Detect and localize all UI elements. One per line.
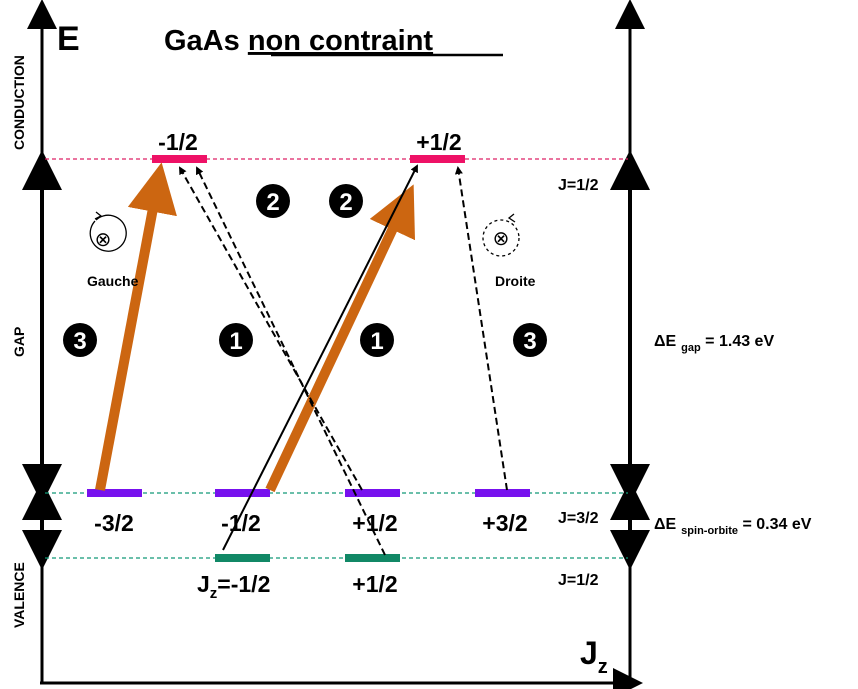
svg-text:3: 3 (523, 328, 536, 355)
polarization-left-label: Gauche (87, 273, 139, 289)
svg-text:⊗: ⊗ (95, 229, 112, 251)
hh-level-label-plus-3-2: +3/2 (482, 510, 527, 536)
transition-orange-right (265, 184, 415, 493)
transition-dashed-3 (454, 166, 508, 491)
lh-level-label-plus-1-2: +1/2 (352, 510, 397, 536)
level-so-plus-1-2 (345, 554, 400, 562)
diagram-title: GaAs non contraint (164, 25, 433, 57)
level-val-plus-3-2 (475, 489, 530, 497)
badge-3-right: 3 (513, 323, 547, 357)
polarization-right-icon: ⊗ (482, 213, 520, 257)
energy-axis-label: E (57, 20, 80, 58)
lh-level-label-minus-1-2: -1/2 (221, 510, 261, 536)
region-conduction-label: CONDUCTION (11, 55, 27, 150)
badge-3-left: 3 (63, 323, 97, 357)
cond-level-label-plus: +1/2 (416, 129, 461, 155)
level-val-minus-3-2 (87, 489, 142, 497)
badge-2-right: 2 (329, 184, 363, 218)
svg-text:1: 1 (370, 328, 383, 355)
transition-orange-left (95, 162, 177, 491)
so-level-label-plus: +1/2 (352, 571, 397, 597)
badge-1-left: 1 (219, 323, 253, 357)
svg-text:2: 2 (266, 189, 279, 216)
level-val-plus-1-2 (345, 489, 400, 497)
level-cond-minus-half (152, 155, 207, 163)
jz-axis-label: Jz (580, 635, 608, 678)
gap-energy-label: ΔE gap = 1.43 eV (654, 333, 774, 354)
j-label-valence-bottom: J=1/2 (558, 572, 599, 589)
so-level-label-minus: Jz=-1/2 (197, 571, 270, 602)
svg-text:3: 3 (73, 328, 86, 355)
region-valence-label: VALENCE (11, 562, 27, 628)
transition-solid-thin (222, 164, 418, 551)
region-gap-label: GAP (11, 327, 27, 357)
j-label-valence-top: J=3/2 (558, 510, 599, 527)
cond-level-label-minus: -1/2 (158, 129, 198, 155)
level-cond-plus-half (410, 155, 465, 163)
hh-level-label-minus-3-2: -3/2 (94, 510, 134, 536)
svg-text:⊗: ⊗ (493, 228, 510, 250)
so-energy-label: ΔE spin-orbite = 0.34 eV (654, 516, 812, 537)
transition-dashed-1 (196, 166, 386, 556)
badge-1-right: 1 (360, 323, 394, 357)
transition-dashed-2 (179, 166, 363, 491)
polarization-left-icon: ⊗ (89, 211, 127, 252)
svg-text:1: 1 (229, 328, 242, 355)
svg-text:2: 2 (339, 189, 352, 216)
badge-2-left: 2 (256, 184, 290, 218)
polarization-right-label: Droite (495, 273, 536, 289)
level-so-minus-1-2 (215, 554, 270, 562)
level-val-minus-1-2 (215, 489, 270, 497)
j-label-conduction: J=1/2 (558, 177, 599, 194)
